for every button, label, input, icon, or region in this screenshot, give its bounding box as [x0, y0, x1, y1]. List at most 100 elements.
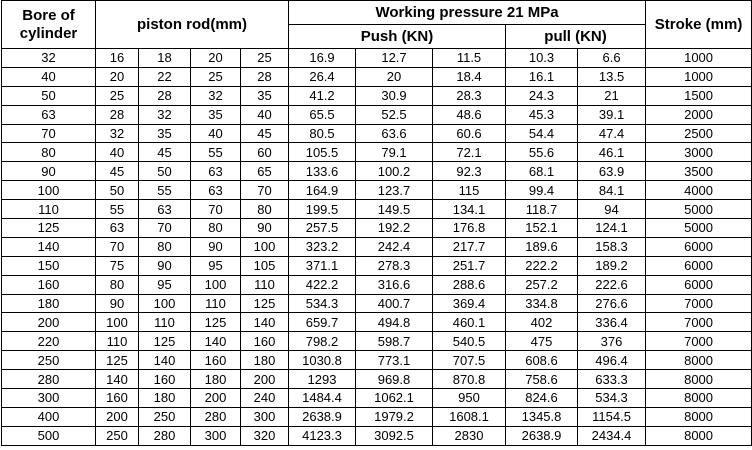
header-cell: Stroke (mm) [645, 0, 752, 49]
table-cell: 24.3 [505, 85, 578, 106]
table-cell: 798.2 [288, 331, 356, 352]
table-cell: 8000 [645, 425, 752, 446]
table-cell: 60 [240, 142, 289, 163]
table-cell: 125 [1, 218, 96, 238]
table-cell: 80.5 [288, 123, 356, 144]
table-cell: 22 [138, 66, 191, 87]
table-cell: 16.1 [505, 66, 578, 87]
table-row: 300 160 180 200 240 1484.4 1062.1 950 824.6 534.3… [1, 388, 752, 408]
table-cell: 251.7 [432, 255, 506, 276]
table-cell: 140 [1, 236, 96, 257]
table-cell: 79.1 [355, 142, 433, 163]
table-cell: 1345.8 [505, 406, 578, 427]
table-cell: 35 [138, 123, 191, 144]
table-row: 125 63 70 80 90 257.5 192.2 176.8 152.1 124.1 5000 [1, 218, 752, 238]
table-cell: 80 [240, 199, 289, 220]
table-cell: 5000 [645, 199, 752, 220]
table-cell: 105 [240, 255, 289, 276]
table-cell: 1062.1 [355, 388, 433, 408]
table-cell: 100 [1, 180, 96, 201]
table-cell: 32 [138, 104, 191, 125]
table-cell: 70 [240, 180, 289, 201]
table-cell: 969.8 [355, 369, 433, 390]
table-cell: 1000 [645, 48, 752, 68]
table-cell: 20 [355, 66, 433, 87]
table-cell: 140 [240, 312, 289, 333]
table-cell: 160 [138, 369, 191, 390]
header-cell: Working pressure 21 MPa [287, 0, 647, 25]
table-cell: 8000 [645, 388, 752, 408]
table-row: 32 16 18 20 25 16.9 12.7 11.5 10.3 6.6 1000 [1, 48, 752, 68]
table-cell: 92.3 [432, 161, 506, 182]
table-cell: 26.4 [288, 66, 356, 87]
table-row: 40 20 22 25 28 26.4 20 18.4 16.1 13.5 1000 [1, 66, 752, 87]
table-cell: 28 [95, 104, 139, 125]
table-cell: 300 [240, 406, 289, 427]
table-cell: 534.3 [576, 388, 647, 408]
table-cell: 70 [95, 236, 139, 257]
table-cell: 46.1 [576, 142, 647, 163]
table-cell: 70 [190, 199, 241, 220]
table-cell: 160 [1, 274, 96, 295]
table-cell: 534.3 [288, 293, 356, 314]
table-cell: 110 [190, 293, 241, 314]
table-row: 500 250 280 300 320 4123.3 3092.5 2830 2638.9 243… [1, 425, 752, 446]
table-cell: 65.5 [288, 104, 356, 125]
table-cell: 63 [1, 104, 96, 125]
table-cell: 20 [95, 66, 139, 87]
table-cell: 100 [95, 312, 139, 333]
table-cell: 32 [1, 48, 96, 68]
table-cell: 1030.8 [288, 350, 356, 371]
table-row: 250 125 140 160 180 1030.8 773.1 707.5 608.6 496.… [1, 350, 752, 371]
table-cell: 94 [576, 199, 647, 220]
table-cell: 140 [190, 331, 241, 352]
table-cell: 257.2 [505, 274, 578, 295]
table-cell: 500 [1, 425, 96, 446]
table-cell: 45 [240, 123, 289, 144]
table-cell: 84.1 [576, 180, 647, 201]
table-cell: 2638.9 [505, 425, 578, 446]
table-cell: 48.6 [432, 104, 506, 125]
header-cell: Bore of cylinder [1, 0, 96, 49]
table-row: 400 200 250 280 300 2638.9 1979.2 1608.1 1345.8 1… [1, 406, 752, 427]
table-row: 110 55 63 70 80 199.5 149.5 134.1 118.7 94 5000 [1, 199, 752, 220]
table-cell: 540.5 [432, 331, 506, 352]
table-cell: 160 [240, 331, 289, 352]
table-cell: 80 [190, 218, 241, 238]
table-cell: 7000 [645, 331, 752, 352]
table-cell: 950 [432, 388, 506, 408]
table-cell: 90 [240, 218, 289, 238]
table-cell: 54.4 [505, 123, 578, 144]
table-cell: 16 [95, 48, 139, 68]
table-row: 70 32 35 40 45 80.5 63.6 60.6 54.4 47.4 2500 [1, 123, 752, 144]
table-cell: 110 [138, 312, 191, 333]
table-cell: 288.6 [432, 274, 506, 295]
table-cell: 55 [138, 180, 191, 201]
table-cell: 150 [1, 255, 96, 276]
table-cell: 110 [95, 331, 139, 352]
table-row: 80 40 45 55 60 105.5 79.1 72.1 55.6 46.1 3000 [1, 142, 752, 163]
table-cell: 90 [1, 161, 96, 182]
table-cell: 6000 [645, 255, 752, 276]
table-cell: 80 [138, 236, 191, 257]
table-cell: 149.5 [355, 199, 433, 220]
table-cell: 32 [95, 123, 139, 144]
table-cell: 2434.4 [576, 425, 647, 446]
table-cell: 28 [138, 85, 191, 106]
table-cell: 6.6 [576, 48, 647, 68]
table-cell: 55 [190, 142, 241, 163]
table-cell: 1000 [645, 66, 752, 87]
table-cell: 200 [190, 388, 241, 408]
table-cell: 250 [138, 406, 191, 427]
table-cell: 222.2 [505, 255, 578, 276]
table-cell: 30.9 [355, 85, 433, 106]
table-cell: 1484.4 [288, 388, 356, 408]
table-cell: 400 [1, 406, 96, 427]
table-cell: 6000 [645, 274, 752, 295]
table-cell: 280 [190, 406, 241, 427]
table-cell: 336.4 [576, 312, 647, 333]
table-cell: 39.1 [576, 104, 647, 125]
table-cell: 100.2 [355, 161, 433, 182]
table-cell: 68.1 [505, 161, 578, 182]
